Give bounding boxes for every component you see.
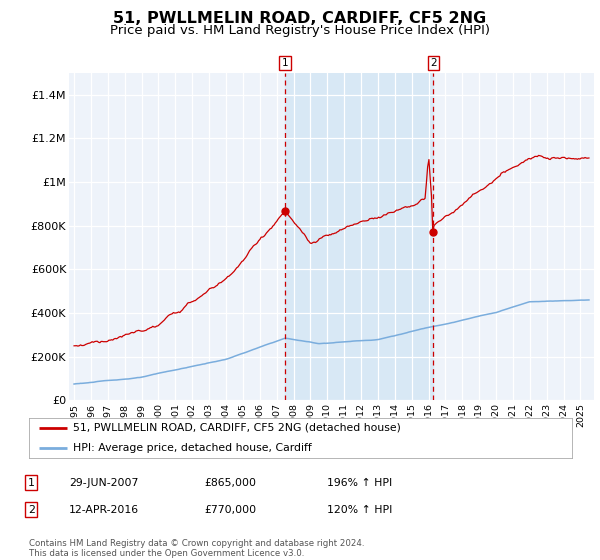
Text: 12-APR-2016: 12-APR-2016 bbox=[69, 505, 139, 515]
Text: 196% ↑ HPI: 196% ↑ HPI bbox=[327, 478, 392, 488]
Text: Contains HM Land Registry data © Crown copyright and database right 2024.
This d: Contains HM Land Registry data © Crown c… bbox=[29, 539, 364, 558]
Text: 51, PWLLMELIN ROAD, CARDIFF, CF5 2NG: 51, PWLLMELIN ROAD, CARDIFF, CF5 2NG bbox=[113, 11, 487, 26]
Text: 2: 2 bbox=[430, 58, 437, 68]
Text: 120% ↑ HPI: 120% ↑ HPI bbox=[327, 505, 392, 515]
Text: 1: 1 bbox=[281, 58, 288, 68]
Text: 51, PWLLMELIN ROAD, CARDIFF, CF5 2NG (detached house): 51, PWLLMELIN ROAD, CARDIFF, CF5 2NG (de… bbox=[73, 423, 401, 433]
Text: 29-JUN-2007: 29-JUN-2007 bbox=[69, 478, 139, 488]
Text: 2: 2 bbox=[28, 505, 35, 515]
Text: Price paid vs. HM Land Registry's House Price Index (HPI): Price paid vs. HM Land Registry's House … bbox=[110, 24, 490, 36]
Text: £865,000: £865,000 bbox=[204, 478, 256, 488]
Text: HPI: Average price, detached house, Cardiff: HPI: Average price, detached house, Card… bbox=[73, 443, 312, 453]
Bar bbox=[285, 73, 433, 400]
Text: 1: 1 bbox=[28, 478, 35, 488]
Text: £770,000: £770,000 bbox=[204, 505, 256, 515]
